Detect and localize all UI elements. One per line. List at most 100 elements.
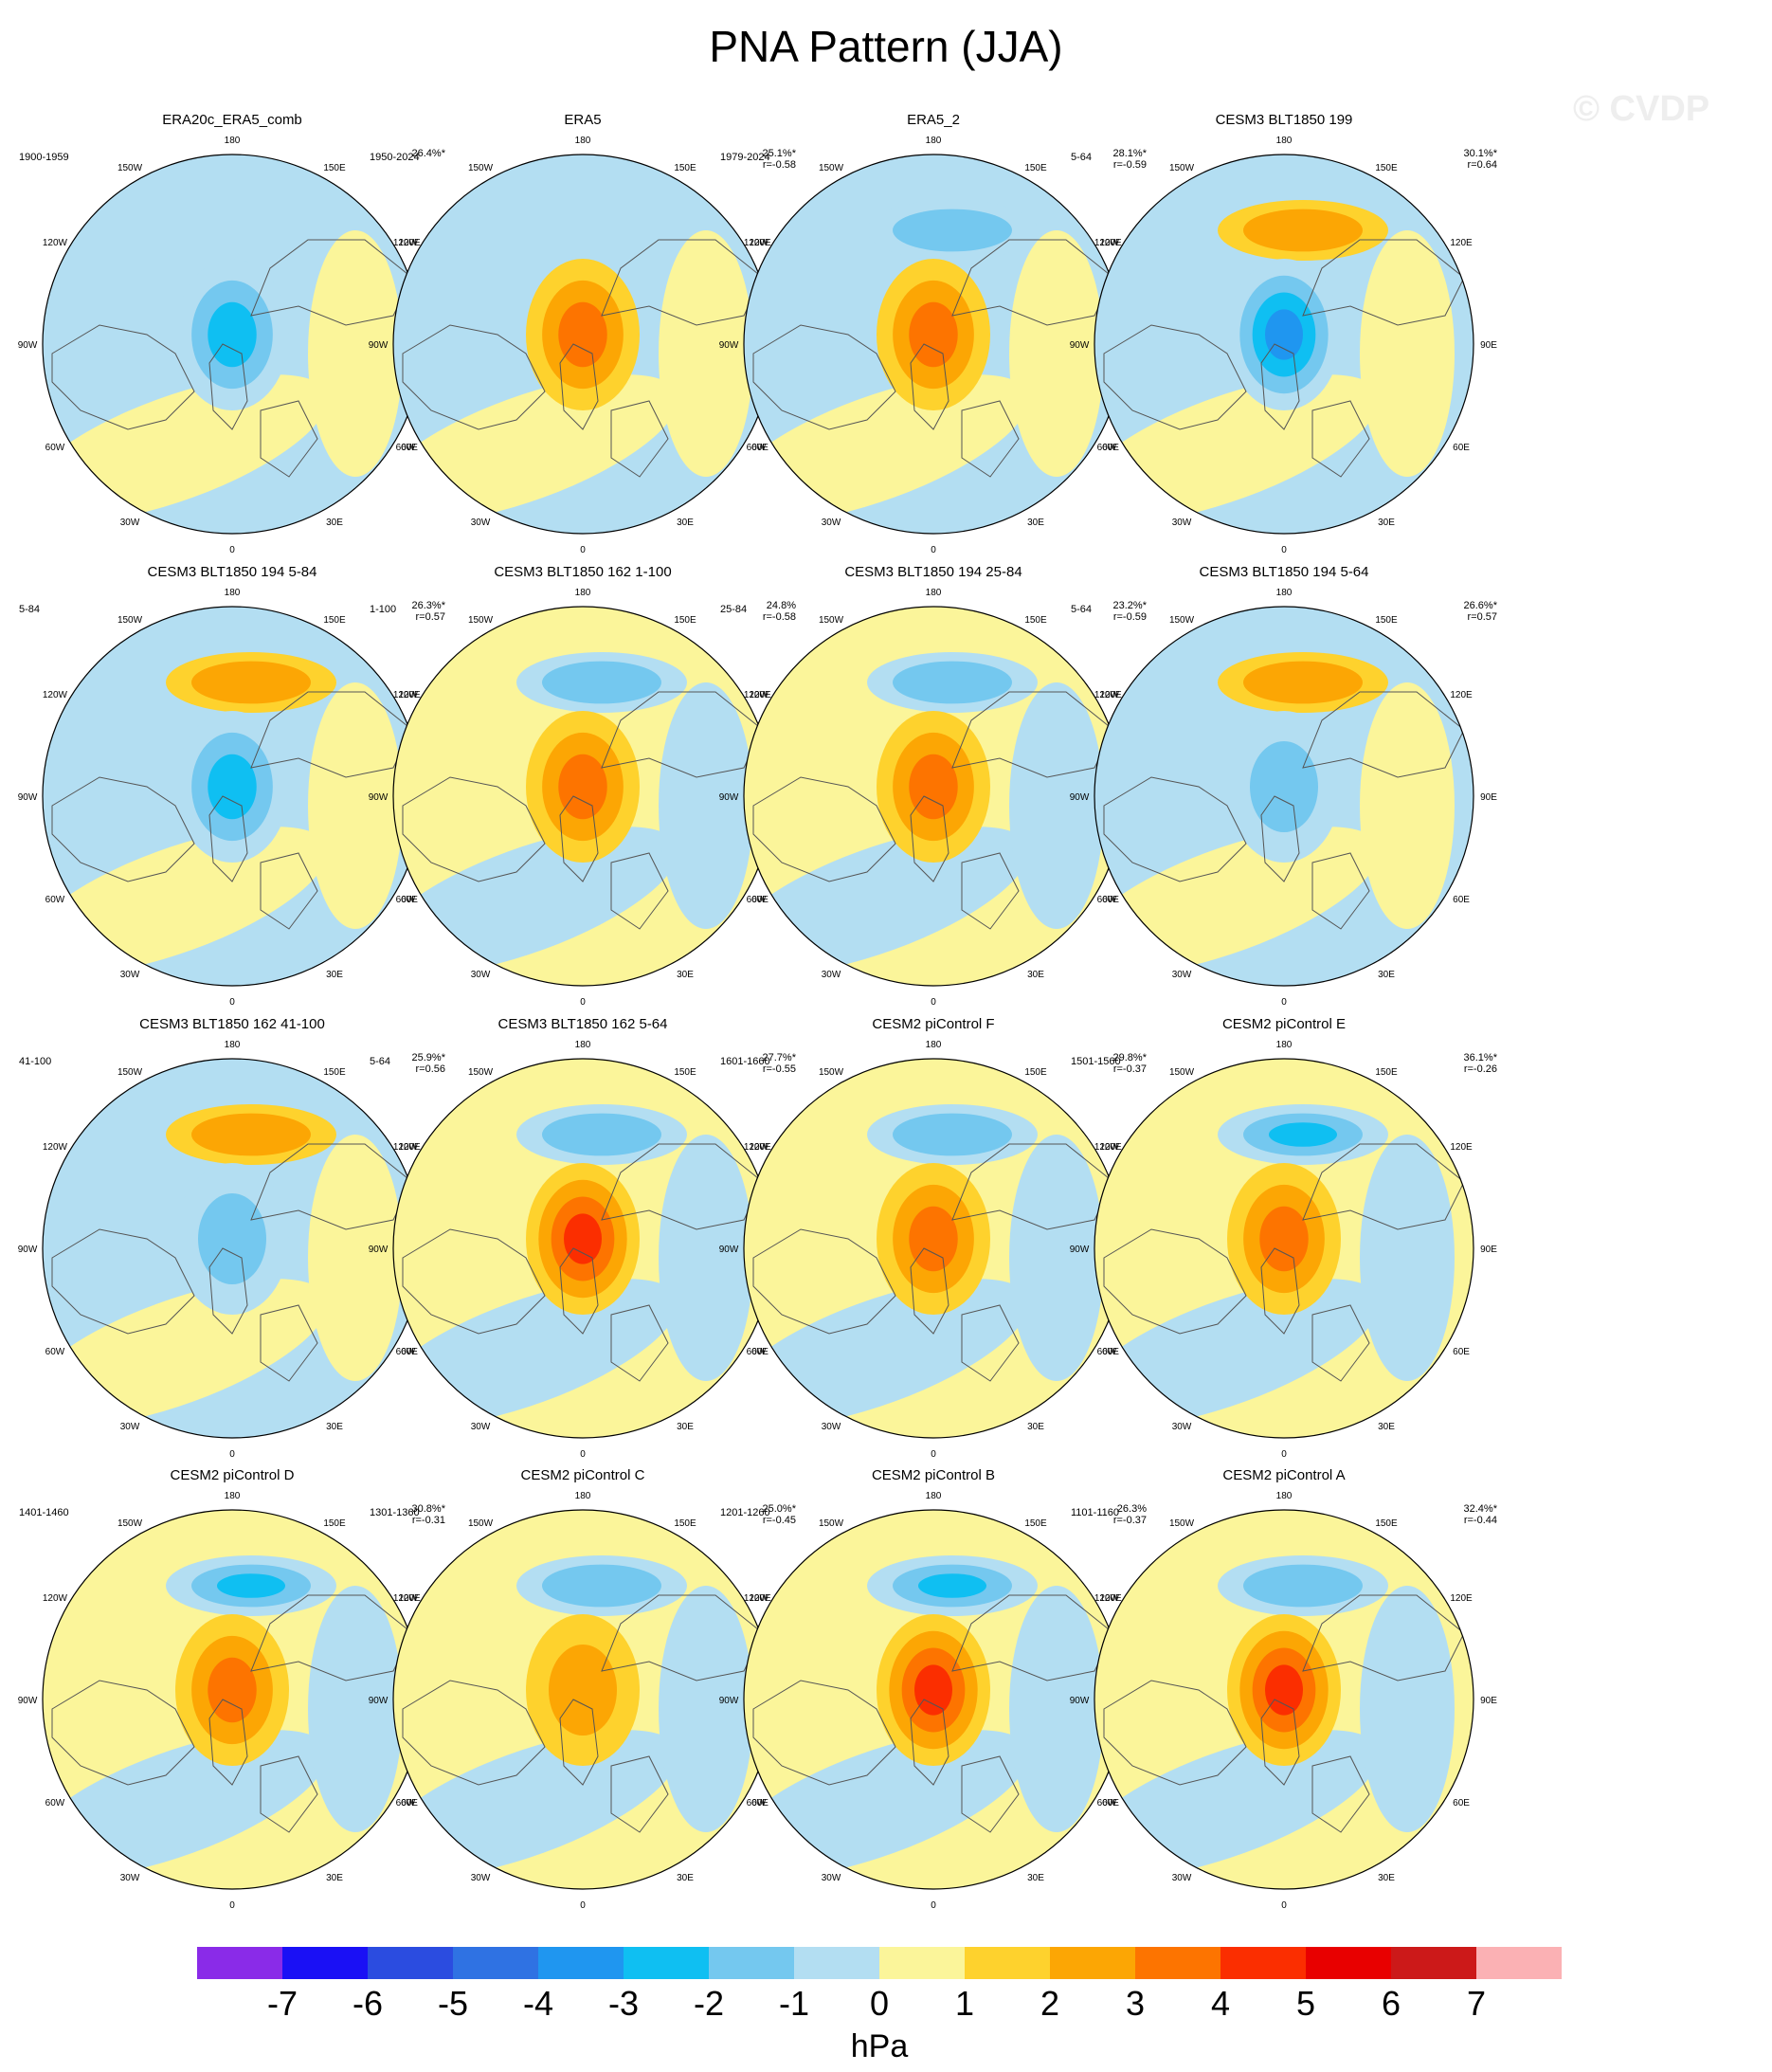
map-panel: ERA5_2 1979-2024 28.1%*r=-0.59 180 150E 120E 9… <box>715 112 1151 557</box>
colorbar-swatch <box>1476 1947 1562 1979</box>
field-band <box>1009 230 1104 477</box>
coastline <box>51 776 195 882</box>
field-band <box>1360 230 1455 477</box>
longitude-label: 0 <box>1281 545 1287 555</box>
anomaly-contour <box>208 754 257 820</box>
map-border <box>1094 1058 1474 1439</box>
longitude-label: 180 <box>225 1491 241 1501</box>
longitude-label: 0 <box>931 1900 936 1911</box>
longitude-label: 150E <box>674 163 696 173</box>
longitude-label: 180 <box>225 136 241 146</box>
longitude-label: 0 <box>1281 997 1287 1008</box>
panel-percent: 26.4%* <box>411 148 445 159</box>
field-band <box>1009 1586 1104 1832</box>
longitude-label: 0 <box>580 545 586 555</box>
coastline <box>1260 343 1300 430</box>
anomaly-contour <box>558 754 607 820</box>
longitude-label: 30E <box>1027 1422 1044 1432</box>
panel-variance: 26.6%* r=0.57 <box>1464 600 1497 623</box>
anomaly-contour <box>1243 661 1363 704</box>
panel-correlation: r=-0.58 <box>762 159 796 171</box>
colorbar-swatch <box>965 1947 1050 1979</box>
coastline <box>1260 1247 1300 1335</box>
longitude-label: 150E <box>323 615 346 626</box>
longitude-label: 90W <box>719 340 739 351</box>
coastline <box>260 400 318 478</box>
longitude-label: 90W <box>719 1245 739 1255</box>
longitude-label: 90W <box>369 340 389 351</box>
panel-title: CESM3 BLT1850 162 41-100 <box>139 1016 325 1032</box>
panel-title: ERA5_2 <box>907 112 960 128</box>
longitude-label: 150E <box>1024 163 1047 173</box>
longitude-label: 0 <box>580 997 586 1008</box>
watermark: © CVDP <box>1573 89 1710 129</box>
panel-title: CESM3 BLT1850 194 25-84 <box>844 564 1022 580</box>
panel-correlation: r=-0.58 <box>762 611 796 623</box>
map-panel: CESM3 BLT1850 194 25-84 25-84 23.2%* r=-0.5… <box>715 564 1151 1009</box>
longitude-label: 150E <box>674 615 696 626</box>
coastline <box>51 1680 195 1786</box>
panel-period: 1979-2024 <box>720 152 770 163</box>
longitude-label: 180 <box>225 1040 241 1050</box>
colorbar-swatch <box>1135 1947 1221 1979</box>
panel-period: 1401-1460 <box>19 1507 69 1518</box>
panel-period: 5-84 <box>19 604 41 615</box>
anomaly-contour <box>564 1213 602 1264</box>
map-panel: CESM2 piControl E 1501-1560 36.1%* r=-0.26 1… <box>1066 1016 1502 1462</box>
field-band <box>308 1586 403 1832</box>
longitude-label: 30E <box>326 1422 343 1432</box>
longitude-label: 150W <box>1169 615 1195 626</box>
coastline <box>752 776 896 882</box>
longitude-label: 150W <box>819 1067 844 1078</box>
longitude-label: 150W <box>118 163 143 173</box>
coastline <box>961 852 1020 930</box>
longitude-label: 120E <box>1099 1142 1122 1153</box>
panel-variance: 30.1%* r=0.64 <box>1464 148 1497 171</box>
panel-variance: 25.1%* r=-0.58 <box>763 148 796 171</box>
panel-percent: 28.1%* <box>1112 148 1147 159</box>
panel-percent: 36.1%* <box>1463 1052 1497 1063</box>
longitude-label: 120E <box>1450 1142 1473 1153</box>
map-border <box>1094 606 1474 987</box>
longitude-label: 120W <box>43 690 68 700</box>
longitude-label: 180 <box>926 1040 942 1050</box>
panel-percent: 27.7%* <box>762 1052 796 1063</box>
longitude-label: 150W <box>468 1067 494 1078</box>
longitude-label: 60E <box>1102 1347 1119 1357</box>
longitude-label: 60E <box>401 1347 418 1357</box>
longitude-label: 60E <box>401 443 418 453</box>
anomaly-contour <box>558 301 607 368</box>
coastline <box>910 795 949 882</box>
coastline <box>559 795 599 882</box>
longitude-label: 30E <box>1378 1422 1395 1432</box>
coastline <box>910 1247 949 1335</box>
longitude-label: 180 <box>1276 588 1293 598</box>
coastline <box>402 1680 546 1786</box>
longitude-label: 120E <box>1099 690 1122 700</box>
anomaly-contour <box>1250 741 1318 832</box>
longitude-label: 90W <box>719 792 739 803</box>
longitude-label: 150W <box>468 163 494 173</box>
anomaly-contour <box>909 1206 958 1272</box>
longitude-label: 120W <box>43 1593 68 1604</box>
longitude-label: 60E <box>1453 443 1470 453</box>
longitude-label: 60E <box>751 1798 768 1808</box>
longitude-label: 30E <box>677 1873 694 1883</box>
anomaly-contour <box>918 1573 986 1598</box>
longitude-label: 120W <box>393 1593 419 1604</box>
colorbar-unit: hPa <box>851 2028 909 2064</box>
longitude-label: 150E <box>1375 1518 1398 1529</box>
longitude-label: 150W <box>1169 1067 1195 1078</box>
coastline <box>208 1247 248 1335</box>
longitude-label: 150W <box>118 1518 143 1529</box>
map-panel: CESM2 piControl F 1601-1660 29.8%* r=-0.37 1… <box>715 1016 1151 1462</box>
anomaly-contour <box>1259 1206 1309 1272</box>
colorbar-swatch <box>453 1947 538 1979</box>
longitude-label: 150E <box>674 1518 696 1529</box>
longitude-label: 60E <box>1453 1798 1470 1808</box>
coastline <box>402 324 546 430</box>
longitude-label: 150W <box>819 163 844 173</box>
